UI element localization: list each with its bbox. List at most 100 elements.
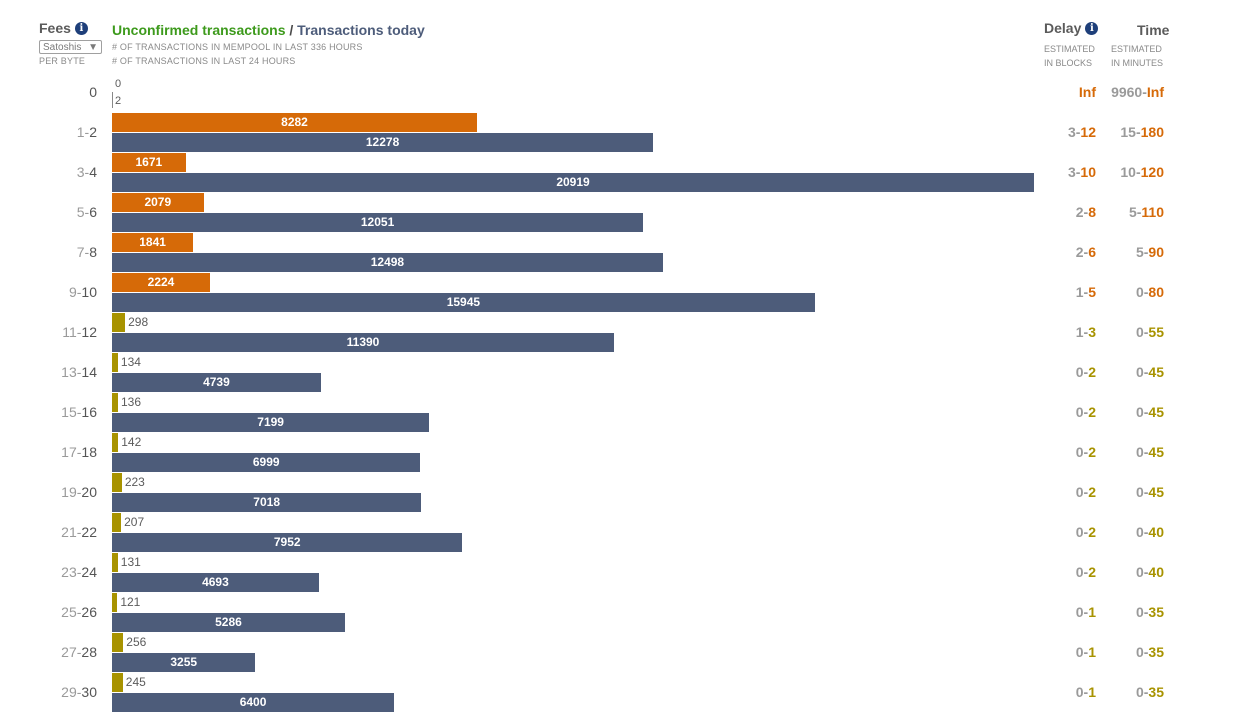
unconfirmed-bar[interactable] xyxy=(112,593,118,612)
today-bar[interactable] xyxy=(112,213,644,232)
delay-sub-line2: IN BLOCKS xyxy=(1044,58,1093,68)
bar-value-label: 7952 xyxy=(273,535,301,549)
today-bar[interactable] xyxy=(112,173,1034,192)
unconfirmed-bar[interactable] xyxy=(112,193,204,212)
unconfirmed-bar[interactable] xyxy=(112,473,122,492)
delay-subtitle: ESTIMATED IN BLOCKS xyxy=(1044,42,1095,70)
info-icon[interactable]: i xyxy=(74,21,88,35)
bar-value-label: 12278 xyxy=(365,135,400,149)
time-estimate: 0-40 xyxy=(1135,524,1164,540)
bar-value-label: 8282 xyxy=(281,115,308,129)
time-estimate: 0-35 xyxy=(1135,604,1164,620)
unconfirmed-bar[interactable] xyxy=(112,313,126,332)
time-estimate: 0-35 xyxy=(1135,684,1164,700)
bar-value-label: 2224 xyxy=(147,275,175,289)
delay-estimate: 3-10 xyxy=(1067,164,1096,180)
chevron-down-icon: ▼ xyxy=(88,41,98,53)
today-bar[interactable] xyxy=(112,573,319,592)
bar-value-label: 2 xyxy=(115,95,122,107)
fee-range-label: 11-12 xyxy=(62,324,97,340)
delay-estimate: 0-2 xyxy=(1075,484,1096,500)
unconfirmed-bar[interactable] xyxy=(112,393,118,412)
today-bar[interactable] xyxy=(112,293,815,312)
delay-estimate: 1-5 xyxy=(1075,284,1096,300)
delay-label: Delay xyxy=(1044,20,1082,36)
bar-value-label: 5286 xyxy=(215,615,242,629)
fee-range-label: 21-22 xyxy=(61,524,97,540)
today-bar[interactable] xyxy=(112,333,614,352)
bar-value-label: 134 xyxy=(120,355,141,369)
fee-range-label: 15-16 xyxy=(61,404,97,420)
today-bar[interactable] xyxy=(112,373,321,392)
delay-sub-line1: ESTIMATED xyxy=(1044,44,1095,54)
bar-value-label: 142 xyxy=(121,435,142,449)
delay-estimate: 2-6 xyxy=(1075,244,1096,260)
time-estimate: 10-120 xyxy=(1120,164,1164,180)
fee-range-label: 23-24 xyxy=(61,564,97,580)
fee-range-label: 3-4 xyxy=(76,164,97,180)
unconfirmed-bar[interactable] xyxy=(112,673,123,692)
bar-value-label: 3255 xyxy=(170,655,198,669)
delay-estimate: Inf xyxy=(1078,84,1096,100)
fee-range-label: 9-10 xyxy=(68,284,97,300)
today-bar[interactable] xyxy=(112,533,463,552)
bar-value-label: 4693 xyxy=(202,575,229,589)
info-icon[interactable]: i xyxy=(1085,21,1099,35)
bar-value-label: 298 xyxy=(128,315,149,329)
bar-value-label: 245 xyxy=(125,675,146,689)
delay-estimate: 0-2 xyxy=(1075,404,1096,420)
today-bar[interactable] xyxy=(112,613,345,632)
fee-range-label: 27-28 xyxy=(61,644,97,660)
delay-estimate: 1-3 xyxy=(1075,324,1096,340)
bar-value-label: 0 xyxy=(115,78,122,90)
today-bar[interactable] xyxy=(112,413,430,432)
today-bar[interactable] xyxy=(112,253,663,272)
fee-range-label: 29-30 xyxy=(61,684,97,700)
time-estimate: 5-90 xyxy=(1135,244,1164,260)
time-sub-line2: IN MINUTES xyxy=(1111,58,1164,68)
today-bar[interactable] xyxy=(112,693,395,712)
bar-value-label: 121 xyxy=(120,595,141,609)
unconfirmed-bar[interactable] xyxy=(112,553,118,572)
unconfirmed-bar[interactable] xyxy=(112,113,478,132)
fee-range-label: 5-6 xyxy=(76,204,97,220)
bar-value-label: 256 xyxy=(126,635,147,649)
unit-select[interactable]: Satoshis ▼ xyxy=(39,40,102,54)
today-bar[interactable] xyxy=(112,453,421,472)
today-bar[interactable] xyxy=(112,653,256,672)
bar-value-label: 136 xyxy=(120,395,142,409)
time-estimate: 5-110 xyxy=(1128,204,1164,220)
bar-value-label: 20919 xyxy=(556,175,590,189)
subtitle-today: # OF TRANSACTIONS IN LAST 24 HOURS xyxy=(112,56,296,66)
bar-value-label: 2079 xyxy=(144,195,172,209)
delay-estimate: 0-2 xyxy=(1075,524,1096,540)
time-estimate: 0-55 xyxy=(1135,324,1164,340)
fee-range-label: 1-2 xyxy=(76,124,97,140)
time-subtitle: ESTIMATED IN MINUTES xyxy=(1111,42,1163,70)
time-label: Time xyxy=(1137,22,1170,38)
per-byte-label: PER BYTE xyxy=(39,56,86,66)
unconfirmed-bar[interactable] xyxy=(112,633,124,652)
bar-value-label: 207 xyxy=(124,515,145,529)
delay-heading: Delay i xyxy=(1044,20,1099,36)
unconfirmed-bar[interactable] xyxy=(112,433,119,452)
bar-value-label: 11390 xyxy=(346,335,380,349)
title-unconfirmed: Unconfirmed transactions xyxy=(112,22,286,38)
time-estimate: 0-40 xyxy=(1135,564,1164,580)
unconfirmed-bar[interactable] xyxy=(112,273,211,292)
time-estimate: 0-45 xyxy=(1135,444,1164,460)
today-bar[interactable] xyxy=(112,493,422,512)
unconfirmed-bar[interactable] xyxy=(112,153,186,172)
bar-value-label: 7199 xyxy=(257,415,284,429)
unconfirmed-bar[interactable] xyxy=(112,353,118,372)
unconfirmed-bar[interactable] xyxy=(112,513,122,532)
bar-value-label: 12051 xyxy=(360,215,395,229)
today-bar[interactable] xyxy=(112,133,654,152)
time-estimate: 0-45 xyxy=(1135,484,1164,500)
unit-select-value: Satoshis xyxy=(43,41,82,53)
bar-value-label: 7018 xyxy=(253,495,280,509)
unconfirmed-bar[interactable] xyxy=(112,233,194,252)
delay-estimate: 0-1 xyxy=(1075,604,1096,620)
zero-axis-line xyxy=(112,92,113,108)
bar-value-label: 15945 xyxy=(446,295,481,309)
